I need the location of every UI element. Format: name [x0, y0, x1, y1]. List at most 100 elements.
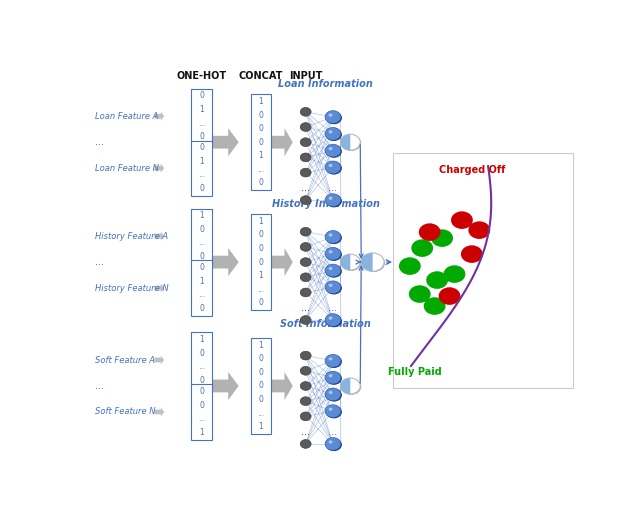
Text: ...: ...: [95, 381, 104, 391]
Circle shape: [409, 285, 431, 303]
Circle shape: [300, 440, 311, 448]
Text: ...: ...: [95, 257, 104, 267]
Polygon shape: [272, 248, 292, 276]
Text: ...: ...: [328, 303, 337, 313]
FancyBboxPatch shape: [251, 214, 271, 310]
Text: 1: 1: [259, 217, 264, 226]
Text: 0: 0: [259, 244, 264, 253]
Circle shape: [326, 248, 342, 261]
Circle shape: [326, 372, 342, 385]
Text: ...: ...: [301, 427, 310, 437]
Text: 1: 1: [199, 105, 204, 114]
Text: 1: 1: [259, 271, 264, 280]
Text: Loan Feature N: Loan Feature N: [95, 163, 159, 173]
Text: ...: ...: [301, 183, 310, 193]
FancyBboxPatch shape: [191, 261, 212, 316]
Text: Loan Information: Loan Information: [278, 79, 373, 89]
Wedge shape: [340, 378, 350, 394]
Circle shape: [412, 239, 433, 257]
Polygon shape: [272, 372, 292, 400]
Text: Soft Information: Soft Information: [280, 319, 371, 329]
Text: 0: 0: [199, 252, 204, 261]
Circle shape: [326, 282, 342, 294]
Circle shape: [300, 288, 311, 297]
Polygon shape: [154, 407, 164, 416]
Circle shape: [328, 391, 333, 394]
Text: ...: ...: [328, 183, 337, 193]
Text: 0: 0: [199, 401, 204, 409]
Circle shape: [300, 107, 311, 116]
Text: 0: 0: [199, 143, 204, 152]
Text: ...: ...: [198, 290, 205, 299]
FancyBboxPatch shape: [191, 141, 212, 196]
Circle shape: [325, 144, 341, 157]
Circle shape: [300, 138, 311, 146]
Circle shape: [326, 355, 342, 368]
Circle shape: [326, 405, 342, 418]
Circle shape: [300, 381, 311, 390]
Text: 0: 0: [199, 263, 204, 272]
Text: ...: ...: [328, 427, 337, 437]
Text: 0: 0: [199, 304, 204, 313]
Text: ...: ...: [198, 362, 205, 371]
Circle shape: [362, 254, 385, 272]
Text: 0: 0: [259, 298, 264, 307]
Circle shape: [328, 114, 333, 117]
Text: ...: ...: [257, 285, 264, 294]
Text: 0: 0: [199, 91, 204, 100]
Circle shape: [328, 407, 333, 411]
Text: 1: 1: [199, 277, 204, 286]
Text: 0: 0: [259, 381, 264, 390]
Polygon shape: [154, 164, 164, 173]
Circle shape: [300, 153, 311, 162]
FancyBboxPatch shape: [191, 89, 212, 144]
Text: Soft Feature N: Soft Feature N: [95, 407, 156, 416]
Circle shape: [325, 371, 341, 384]
Polygon shape: [272, 128, 292, 156]
Circle shape: [300, 122, 311, 131]
Text: 1: 1: [259, 422, 264, 431]
Circle shape: [325, 354, 341, 367]
Circle shape: [300, 227, 311, 236]
Circle shape: [419, 223, 440, 241]
Circle shape: [438, 288, 460, 305]
Circle shape: [325, 438, 341, 450]
Circle shape: [426, 271, 448, 289]
Circle shape: [444, 265, 465, 283]
Circle shape: [325, 405, 341, 418]
Circle shape: [328, 234, 333, 237]
Text: Charged Off: Charged Off: [438, 165, 505, 175]
Text: Fully Paid: Fully Paid: [388, 367, 442, 377]
Circle shape: [328, 441, 333, 444]
Text: 0: 0: [259, 257, 264, 267]
Circle shape: [300, 366, 311, 375]
Circle shape: [399, 257, 420, 275]
Text: ...: ...: [198, 118, 205, 128]
Text: ONE-HOT: ONE-HOT: [177, 71, 227, 81]
Text: 0: 0: [259, 179, 264, 187]
Circle shape: [328, 374, 333, 377]
Polygon shape: [154, 356, 164, 364]
FancyBboxPatch shape: [191, 385, 212, 440]
Text: 1: 1: [199, 157, 204, 166]
Circle shape: [300, 168, 311, 177]
Text: ...: ...: [301, 303, 310, 313]
Circle shape: [328, 164, 333, 167]
Text: ...: ...: [257, 165, 264, 174]
Circle shape: [300, 412, 311, 421]
Text: 0: 0: [199, 225, 204, 234]
Wedge shape: [340, 134, 350, 150]
Text: ...: ...: [257, 408, 264, 418]
Circle shape: [361, 253, 384, 271]
Text: History Feature N: History Feature N: [95, 283, 168, 293]
Polygon shape: [212, 128, 239, 156]
Circle shape: [326, 145, 342, 158]
Circle shape: [340, 254, 360, 270]
Text: 0: 0: [259, 395, 264, 404]
Text: Loan Feature A: Loan Feature A: [95, 112, 158, 121]
Text: 0: 0: [199, 132, 204, 141]
Text: 0: 0: [259, 111, 264, 119]
FancyBboxPatch shape: [191, 333, 212, 388]
Wedge shape: [340, 254, 350, 270]
Text: 0: 0: [259, 124, 264, 133]
